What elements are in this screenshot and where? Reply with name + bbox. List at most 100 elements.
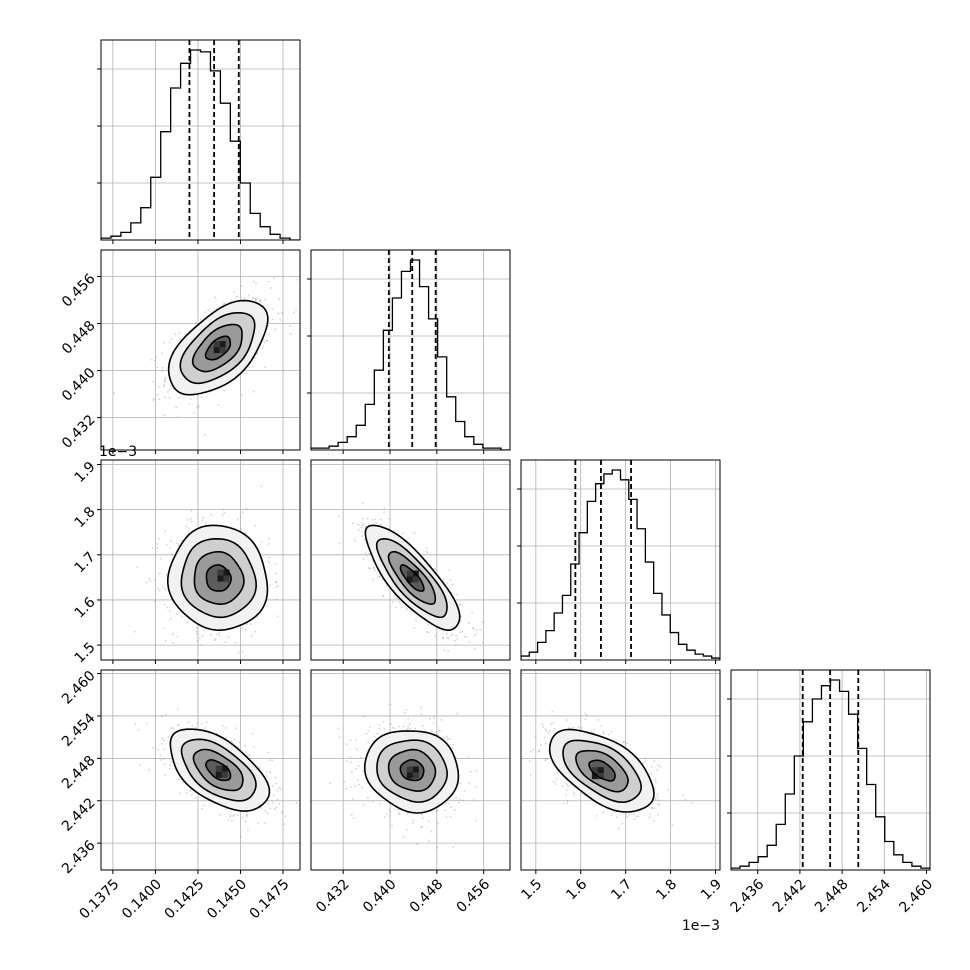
scatter-point [163, 379, 166, 382]
scatter-point [690, 801, 693, 804]
scatter-point [566, 719, 568, 721]
scatter-point [561, 785, 564, 787]
pair-panel-p1-p2 [311, 460, 510, 673]
scatter-point [447, 738, 449, 741]
hist-bin [538, 642, 546, 660]
scatter-point [248, 754, 251, 756]
scatter-point [439, 729, 441, 732]
density-peak-cell [219, 341, 226, 348]
panel-frame [520, 669, 721, 871]
hist-bin [687, 650, 695, 660]
scatter-point [245, 507, 248, 510]
scatter-point [355, 739, 358, 742]
hist-bin [447, 397, 456, 450]
y-tick-label-p1: 0.448 [59, 318, 99, 358]
scatter-point [164, 588, 167, 591]
y-tick-label-p2: 1.6 [72, 594, 99, 621]
scatter-point [453, 593, 456, 596]
scatter-point [360, 756, 362, 759]
panel-frame [310, 669, 511, 871]
density-peak-cell [223, 575, 230, 582]
scatter-point [153, 600, 156, 603]
scatter-point [275, 581, 277, 584]
scatter-point [156, 366, 158, 369]
contour-line [399, 758, 425, 782]
scatter-point [229, 816, 232, 819]
scatter-point [267, 802, 270, 805]
panel-frame [100, 459, 301, 661]
hist-bin [785, 794, 794, 870]
scatter-point [530, 774, 532, 776]
scatter-point [667, 789, 670, 792]
hist-bin [587, 501, 595, 660]
contour-line [179, 311, 256, 385]
scatter-point [462, 671, 464, 673]
scatter-point [381, 578, 384, 581]
scatter-point [241, 511, 244, 514]
scatter-point [244, 820, 247, 823]
hist-bin [161, 132, 171, 240]
density-peak-cell [217, 575, 224, 582]
hist-bin [621, 480, 629, 660]
scatter-point [621, 822, 624, 825]
scatter-point [656, 796, 659, 799]
x-tick-label-p1: 0.448 [407, 876, 447, 916]
scatter-point [275, 580, 278, 583]
scatter-point [278, 298, 281, 301]
scatter-point [223, 511, 226, 514]
scatter-point [616, 816, 618, 819]
scatter-point [467, 622, 470, 625]
hist-bin [831, 680, 840, 870]
scatter-point [174, 333, 177, 335]
scatter-point [275, 572, 277, 575]
scatter-point [475, 770, 478, 772]
scatter-point [235, 727, 238, 730]
scatter-point [245, 372, 248, 375]
scatter-point [177, 397, 180, 399]
scatter-point [178, 332, 181, 334]
scatter-point [467, 755, 470, 758]
scatter-point [361, 517, 364, 520]
scatter-point [446, 736, 448, 738]
scatter-point [177, 455, 179, 457]
scatter-point [284, 815, 287, 818]
scatter-point [656, 768, 659, 771]
scatter-point [172, 642, 175, 644]
scatter-point [245, 814, 248, 817]
scatter-point [170, 761, 173, 763]
contour-line [363, 730, 460, 814]
scatter-point [436, 846, 439, 849]
scatter-point [363, 715, 366, 718]
scatter-point [352, 817, 355, 819]
scatter-point [534, 736, 537, 739]
scatter-point [449, 579, 452, 582]
scatter-point [349, 756, 352, 759]
x-tick-label-p0: 0.1475 [247, 876, 293, 922]
scatter-point [538, 750, 541, 753]
scatter-point [378, 723, 381, 726]
scatter-point [503, 753, 505, 755]
hist-bin [637, 529, 645, 660]
hist-bin [776, 824, 785, 870]
hist-bin [767, 845, 776, 870]
scatter-point [274, 328, 277, 331]
scatter-point [271, 785, 274, 788]
scatter-point [602, 811, 605, 814]
scatter-point [246, 813, 249, 816]
scatter-point [289, 332, 292, 335]
scatter-point [585, 713, 588, 716]
scatter-point [426, 551, 429, 554]
scatter-point [566, 800, 569, 802]
scatter-point [259, 806, 262, 809]
scatter-point [402, 725, 405, 728]
scatter-point [229, 814, 232, 816]
scatter-point [406, 812, 409, 815]
scatter-point [391, 824, 394, 827]
scatter-point [650, 765, 653, 768]
scatter-point [554, 727, 556, 730]
scatter-point [196, 406, 198, 409]
scatter-point [164, 713, 167, 716]
scatter-point [146, 722, 148, 725]
y-tick-label-p3: 2.454 [59, 710, 99, 750]
scatter-point [434, 635, 437, 638]
